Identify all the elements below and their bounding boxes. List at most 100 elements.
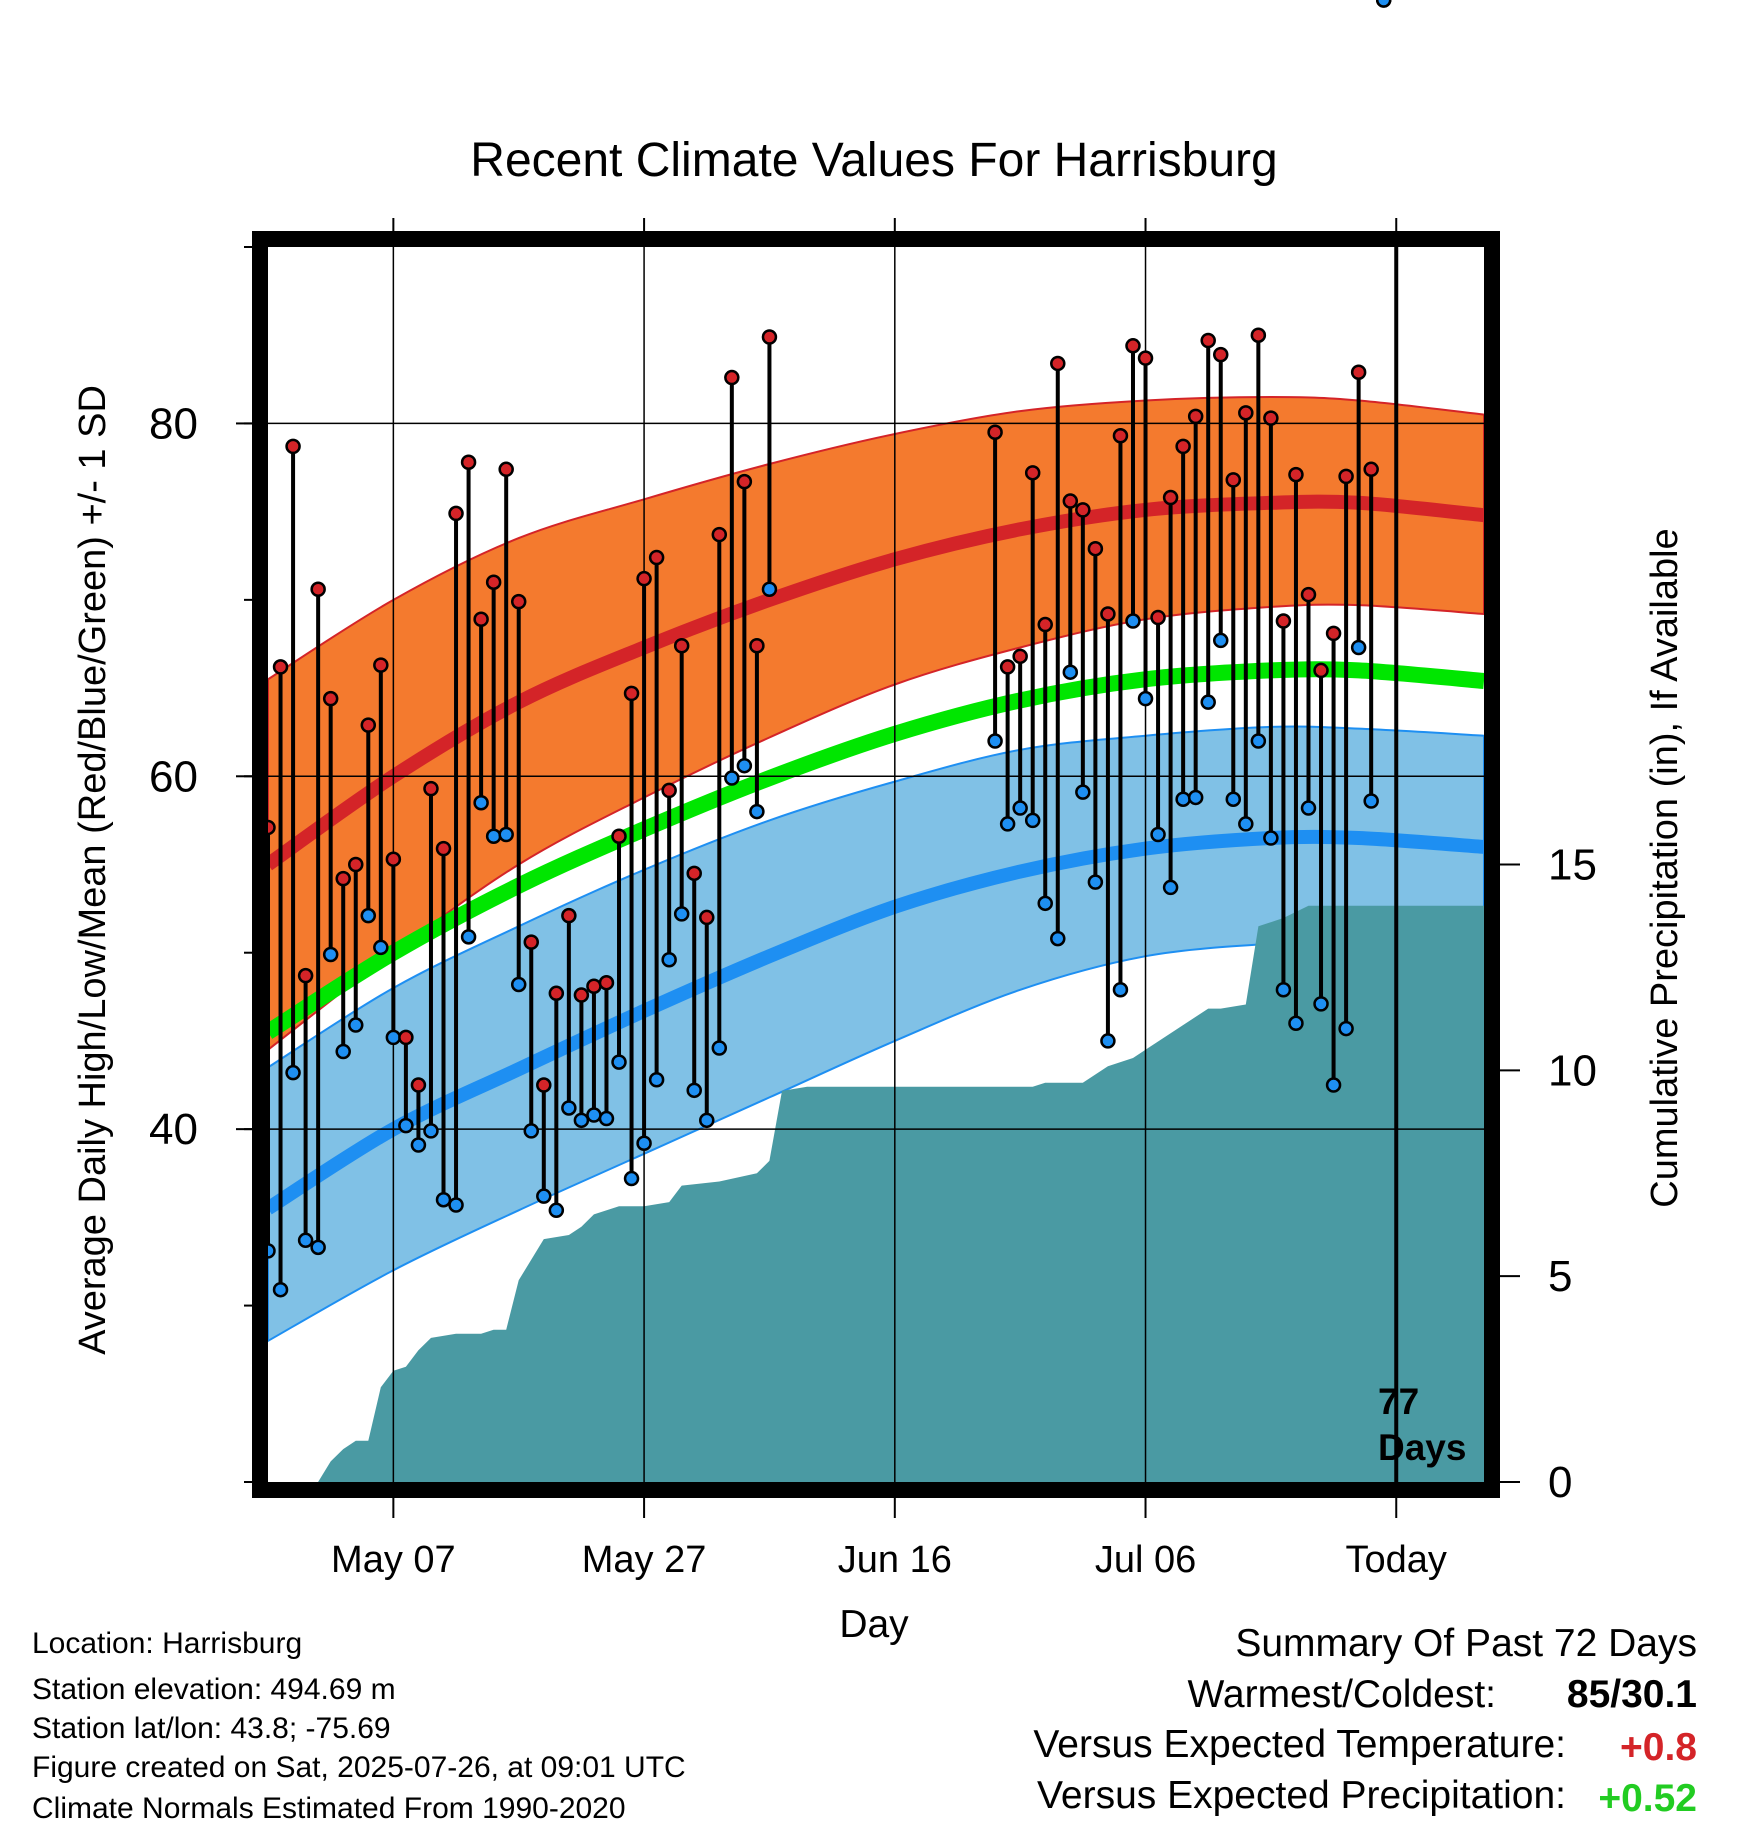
- daily-low-point: [1125, 613, 1141, 629]
- daily-low-point: [1075, 784, 1091, 800]
- daily-low-point: [1050, 930, 1066, 947]
- daily-high-point: [460, 454, 477, 470]
- daily-high-point: [673, 637, 690, 654]
- expected-temperature-value: +0.8: [1620, 1726, 1697, 1769]
- daily-low-point: [1325, 1077, 1342, 1093]
- daily-high-point: [310, 581, 326, 598]
- daily-high-point: [598, 974, 615, 991]
- daily-high-point: [448, 505, 464, 522]
- daily-high-point: [1012, 648, 1028, 665]
- daily-high-point: [435, 840, 452, 857]
- daily-low-point: [1238, 816, 1254, 832]
- daily-high-point: [285, 438, 301, 455]
- daily-high-point: [1250, 327, 1267, 343]
- daily-high-point: [1062, 493, 1079, 509]
- daily-low-point: [460, 929, 477, 945]
- y-right-tick-label: 10: [1548, 1046, 1597, 1095]
- daily-high-point: [1200, 332, 1216, 349]
- daily-high-point: [1225, 472, 1242, 488]
- y-axis-label-left: Average Daily High/Low/Mean (Red/Blue/Gr…: [72, 385, 114, 1355]
- daily-high-point: [1037, 616, 1053, 633]
- daily-low-point: [598, 1110, 615, 1127]
- daily-high-point: [1313, 662, 1329, 679]
- daily-low-point: [1250, 733, 1267, 749]
- daily-high-point: [1300, 586, 1317, 603]
- daily-low-point: [348, 1017, 364, 1033]
- daily-low-point: [1012, 800, 1028, 816]
- expected-precipitation-value: +0.52: [1598, 1777, 1697, 1820]
- daily-high-point: [548, 985, 565, 1002]
- daily-low-point: [636, 1135, 652, 1152]
- y-axis-label-right: Cumulative Precipitation (in), If Availa…: [1644, 528, 1686, 1207]
- x-tick-label: May 07: [331, 1539, 456, 1581]
- daily-high-point: [523, 934, 540, 950]
- daily-high-point: [335, 870, 351, 887]
- daily-low-point: [548, 1202, 565, 1219]
- daily-high-point: [510, 593, 527, 610]
- y-left-tick-label: 80: [149, 399, 198, 448]
- daily-low-point: [999, 816, 1016, 832]
- daily-high-point: [498, 461, 514, 478]
- daily-high-point: [699, 909, 715, 926]
- high-normal-line: [263, 494, 1485, 871]
- daily-high-point: [1263, 410, 1279, 426]
- daily-high-point: [1338, 468, 1354, 485]
- daily-high-point: [736, 473, 753, 490]
- daily-high-point: [1187, 408, 1204, 425]
- daily-high-point: [1162, 489, 1179, 506]
- x-axis-label: Day: [839, 1603, 909, 1646]
- plot-border: [252, 231, 1500, 1498]
- daily-low-point: [749, 803, 765, 820]
- axis-ticks: 40 60 80 0 5 10 15 May 07 May 27 Jun 16 Jul 06 Toda…: [149, 218, 1597, 1581]
- daily-low-point: [623, 1170, 640, 1187]
- daily-low-point: [1275, 982, 1292, 998]
- daily-high-point: [1075, 502, 1091, 518]
- daily-low-point: [297, 1232, 314, 1249]
- expected-temperature-label: Versus Expected Temperature:: [1033, 1723, 1566, 1766]
- daily-high-point: [1363, 461, 1379, 478]
- daily-low-point: [385, 1029, 402, 1046]
- daily-low-point: [423, 1123, 439, 1139]
- x-tick-label: Jun 16: [838, 1539, 952, 1581]
- daily-low-point: [761, 581, 778, 598]
- daily-low-point: [435, 1191, 452, 1208]
- summary-heading: Summary Of Past 72 Days: [1235, 1622, 1697, 1665]
- daily-high-point: [1024, 465, 1041, 481]
- daily-low-point: [1062, 664, 1079, 680]
- daily-high-point: [1100, 606, 1116, 622]
- daily-high-point: [360, 717, 377, 733]
- daily-low-point: [498, 826, 514, 843]
- warmest-coldest-label: Warmest/Coldest:: [1187, 1673, 1496, 1716]
- daily-low-point: [1175, 791, 1191, 807]
- daily-low-point: [1200, 694, 1216, 710]
- daily-low-point: [987, 733, 1003, 749]
- y-right-tick-label: 0: [1548, 1458, 1572, 1507]
- daily-high-point: [761, 329, 778, 345]
- daily-low-point: [1212, 632, 1229, 649]
- daily-low-point: [510, 976, 527, 993]
- daily-high-point: [473, 611, 489, 628]
- daily-high-point: [385, 851, 402, 867]
- daily-high-point: [1150, 609, 1166, 626]
- daily-high-point: [1350, 364, 1367, 381]
- y-right-tick-label: 15: [1548, 841, 1597, 890]
- daily-low-point: [285, 1064, 301, 1081]
- x-tick-label: May 27: [582, 1539, 707, 1581]
- daily-low-point: [648, 1071, 665, 1088]
- daily-high-point: [987, 424, 1003, 440]
- precipitation-area: [318, 905, 1485, 1482]
- x-tick-label: Today: [1346, 1539, 1447, 1581]
- daily-high-point: [272, 659, 289, 675]
- daily-low-point: [611, 1054, 627, 1070]
- daily-low-point: [1087, 874, 1104, 890]
- daily-low-point: [661, 952, 677, 968]
- daily-low-point: [711, 1040, 728, 1056]
- daily-high-point: [573, 987, 590, 1003]
- daily-low-point: [1187, 789, 1204, 806]
- elevation-text: Station elevation: 494.69 m: [32, 1673, 396, 1706]
- daily-low-point: [1150, 826, 1166, 843]
- created-text: Figure created on Sat, 2025-07-26, at 09…: [32, 1751, 686, 1784]
- daily-high-point: [561, 907, 577, 924]
- daily-low-point: [310, 1239, 326, 1256]
- latlon-text: Station lat/lon: 43.8; -75.69: [32, 1712, 391, 1745]
